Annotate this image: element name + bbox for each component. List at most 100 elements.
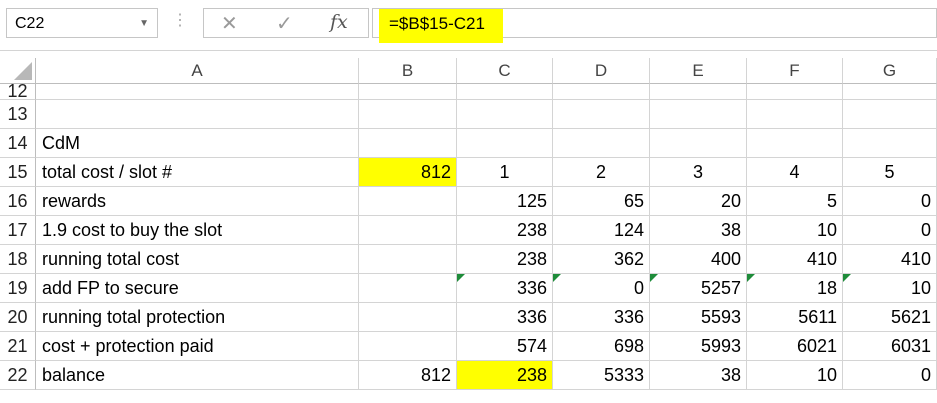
error-flag-icon[interactable]	[457, 274, 465, 282]
cell-b17[interactable]	[359, 216, 457, 245]
cell-a15[interactable]: total cost / slot #	[36, 158, 359, 187]
row-header-22[interactable]: 22	[0, 361, 36, 390]
column-header-d[interactable]: D	[553, 58, 650, 84]
column-header-f[interactable]: F	[747, 58, 843, 84]
row-header-14[interactable]: 14	[0, 129, 36, 158]
chevron-down-icon[interactable]: ▼	[139, 18, 149, 29]
cell-d22[interactable]: 5333	[553, 361, 650, 390]
cancel-icon[interactable]: ✕	[221, 13, 238, 35]
cell-c18[interactable]: 238	[457, 245, 553, 274]
cell-g22[interactable]: 0	[843, 361, 937, 390]
cell-d17[interactable]: 124	[553, 216, 650, 245]
cell-f22[interactable]: 10	[747, 361, 843, 390]
cell-d15[interactable]: 2	[553, 158, 650, 187]
cell-a19[interactable]: add FP to secure	[36, 274, 359, 303]
cell-c17[interactable]: 238	[457, 216, 553, 245]
error-flag-icon[interactable]	[650, 274, 658, 282]
row-header-16[interactable]: 16	[0, 187, 36, 216]
cell-a20[interactable]: running total protection	[36, 303, 359, 332]
error-flag-icon[interactable]	[843, 274, 851, 282]
name-box[interactable]: C22 ▼	[6, 8, 158, 38]
cell-a18[interactable]: running total cost	[36, 245, 359, 274]
cell-a14[interactable]: CdM	[36, 129, 359, 158]
row-header-15[interactable]: 15	[0, 158, 36, 187]
error-flag-icon[interactable]	[747, 274, 755, 282]
column-header-b[interactable]: B	[359, 58, 457, 84]
cell-d19[interactable]: 0	[553, 274, 650, 303]
cell-g19[interactable]: 10	[843, 274, 937, 303]
cell-a22[interactable]: balance	[36, 361, 359, 390]
cell-b14[interactable]	[359, 129, 457, 158]
row-header-13[interactable]: 13	[0, 100, 36, 129]
cell-e13[interactable]	[650, 100, 747, 129]
cell-f15[interactable]: 4	[747, 158, 843, 187]
cell-c14[interactable]	[457, 129, 553, 158]
select-all-button[interactable]	[0, 58, 36, 84]
cell-b12[interactable]	[359, 84, 457, 100]
cell-c19[interactable]: 336	[457, 274, 553, 303]
cell-c20[interactable]: 336	[457, 303, 553, 332]
cell-f21[interactable]: 6021	[747, 332, 843, 361]
cell-f12[interactable]	[747, 84, 843, 100]
column-header-e[interactable]: E	[650, 58, 747, 84]
row-header-17[interactable]: 17	[0, 216, 36, 245]
row-header-18[interactable]: 18	[0, 245, 36, 274]
row-header-19[interactable]: 19	[0, 274, 36, 303]
cell-c13[interactable]	[457, 100, 553, 129]
cell-f18[interactable]: 410	[747, 245, 843, 274]
column-header-a[interactable]: A	[36, 58, 359, 84]
cell-d16[interactable]: 65	[553, 187, 650, 216]
error-flag-icon[interactable]	[553, 274, 561, 282]
cell-c15[interactable]: 1	[457, 158, 553, 187]
cell-g21[interactable]: 6031	[843, 332, 937, 361]
row-header-21[interactable]: 21	[0, 332, 36, 361]
cell-b22[interactable]: 812	[359, 361, 457, 390]
cell-b15[interactable]: 812	[359, 158, 457, 187]
cell-g16[interactable]: 0	[843, 187, 937, 216]
cell-b20[interactable]	[359, 303, 457, 332]
cell-e19[interactable]: 5257	[650, 274, 747, 303]
cell-b18[interactable]	[359, 245, 457, 274]
insert-function-icon[interactable]: fx	[330, 11, 348, 33]
cell-g18[interactable]: 410	[843, 245, 937, 274]
cell-a12[interactable]	[36, 84, 359, 100]
drag-handle-icon[interactable]: ⋮	[172, 12, 189, 29]
cell-d20[interactable]: 336	[553, 303, 650, 332]
cell-f13[interactable]	[747, 100, 843, 129]
cell-f20[interactable]: 5611	[747, 303, 843, 332]
cell-b21[interactable]	[359, 332, 457, 361]
cell-e18[interactable]: 400	[650, 245, 747, 274]
cell-g12[interactable]	[843, 84, 937, 100]
row-header-12[interactable]: 12	[0, 84, 36, 100]
formula-input[interactable]: =$B$15-C21	[372, 8, 937, 43]
cell-g15[interactable]: 5	[843, 158, 937, 187]
cell-c21[interactable]: 574	[457, 332, 553, 361]
cell-f14[interactable]	[747, 129, 843, 158]
cell-a16[interactable]: rewards	[36, 187, 359, 216]
cell-g17[interactable]: 0	[843, 216, 937, 245]
cell-c16[interactable]: 125	[457, 187, 553, 216]
cell-e20[interactable]: 5593	[650, 303, 747, 332]
cell-e14[interactable]	[650, 129, 747, 158]
cell-e15[interactable]: 3	[650, 158, 747, 187]
cell-b16[interactable]	[359, 187, 457, 216]
row-header-20[interactable]: 20	[0, 303, 36, 332]
cell-e16[interactable]: 20	[650, 187, 747, 216]
cell-e22[interactable]: 38	[650, 361, 747, 390]
cell-b13[interactable]	[359, 100, 457, 129]
cell-d21[interactable]: 698	[553, 332, 650, 361]
cell-d18[interactable]: 362	[553, 245, 650, 274]
cell-e12[interactable]	[650, 84, 747, 100]
cell-g14[interactable]	[843, 129, 937, 158]
column-header-c[interactable]: C	[457, 58, 553, 84]
cell-d12[interactable]	[553, 84, 650, 100]
cell-e21[interactable]: 5993	[650, 332, 747, 361]
cell-b19[interactable]	[359, 274, 457, 303]
cell-d13[interactable]	[553, 100, 650, 129]
cell-f17[interactable]: 10	[747, 216, 843, 245]
cell-f19[interactable]: 18	[747, 274, 843, 303]
cell-e17[interactable]: 38	[650, 216, 747, 245]
cell-c22[interactable]: 238	[457, 361, 553, 390]
cell-a17[interactable]: 1.9 cost to buy the slot	[36, 216, 359, 245]
cell-g13[interactable]	[843, 100, 937, 129]
